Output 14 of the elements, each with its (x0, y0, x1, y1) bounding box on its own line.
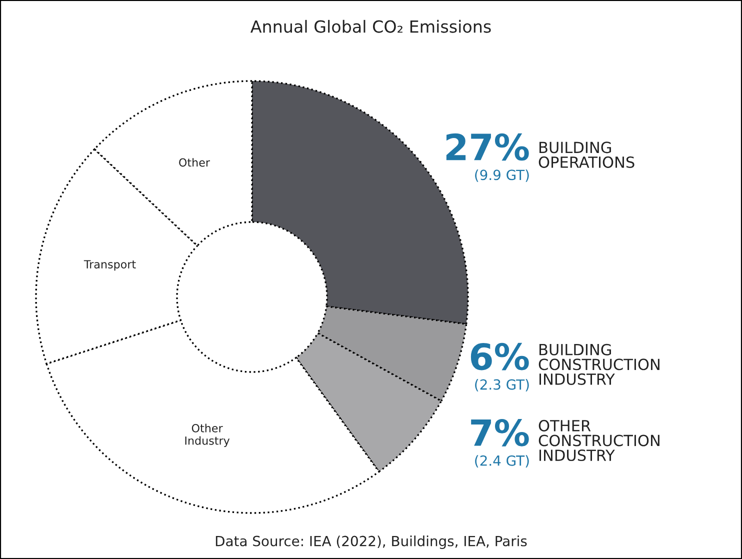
slice-label: Other (179, 158, 210, 167)
slice-label: BUILDING OPERATIONS (538, 142, 634, 168)
text: (9.9 GT) (475, 169, 529, 182)
text: (2.4 GT) (475, 455, 529, 468)
data-label: 6% (470, 342, 529, 370)
slice-label: OTHER CONSTRUCTION INDUSTRY (538, 420, 660, 462)
slice-label: Transport (84, 260, 136, 271)
source-note: Data Source: IEA (2022), Buildings, IEA, Paris (216, 536, 527, 549)
slice-label: Other Industry (185, 424, 230, 447)
data-label: 7% (471, 419, 529, 446)
text: (2.3 GT) (475, 379, 529, 392)
slice-label: BUILDING CONSTRUCTION INDUSTRY (538, 344, 660, 385)
chart-title: Annual Global CO₂ Emissions (250, 20, 491, 33)
data-label: 27% (446, 133, 529, 161)
